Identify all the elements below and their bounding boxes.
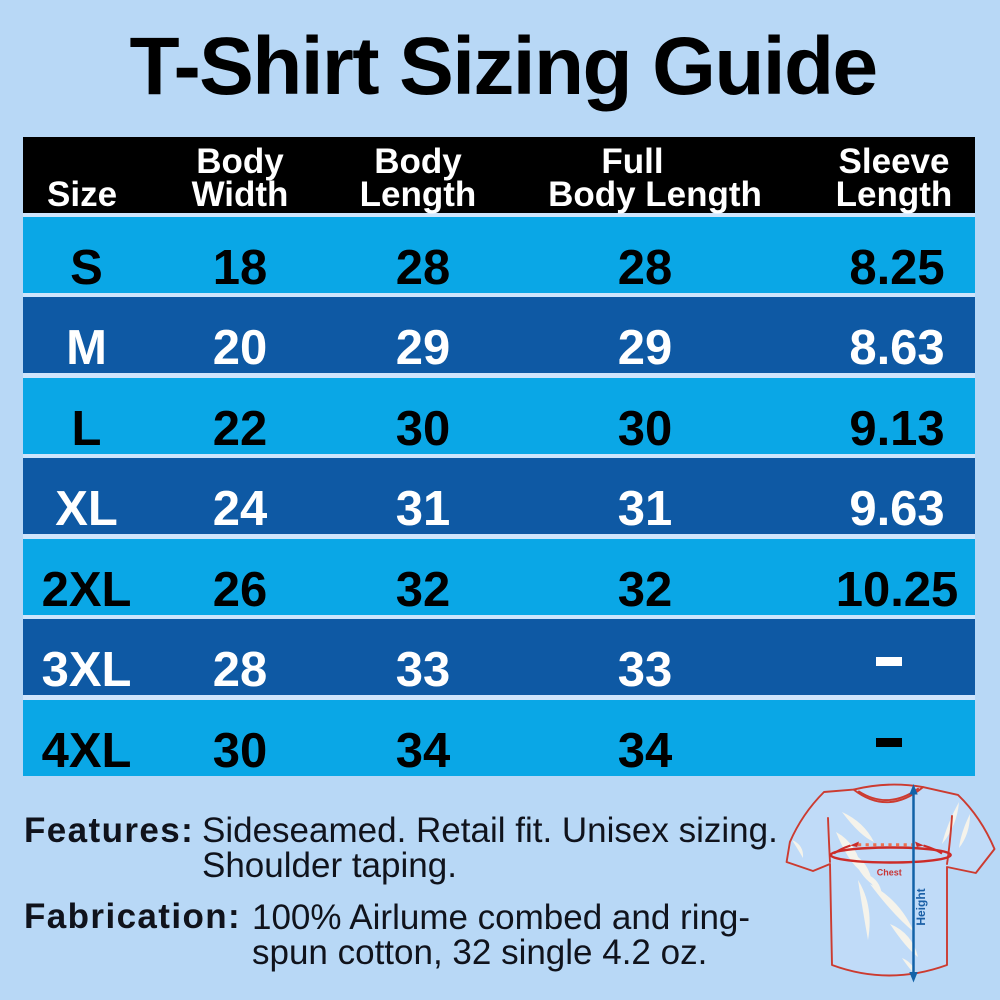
svg-text:Chest: Chest — [877, 868, 902, 878]
svg-text:Height: Height — [914, 888, 928, 925]
